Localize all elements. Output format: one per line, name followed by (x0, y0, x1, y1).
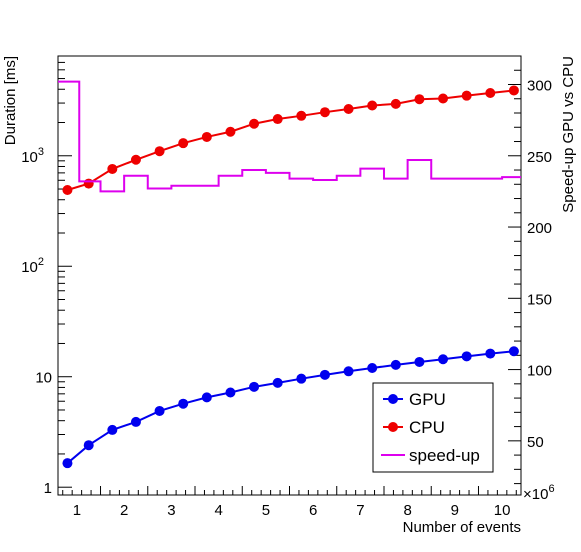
data-point-gpu (201, 392, 212, 403)
y-left-tick-label: 103 (21, 146, 44, 166)
data-point-cpu (272, 114, 283, 125)
y-left-tick-label-base: 10 (21, 149, 38, 166)
y-right-axis-label: Speed-up GPU vs CPU (560, 56, 577, 213)
data-point-cpu (390, 98, 401, 109)
data-point-gpu (319, 369, 330, 380)
data-point-gpu (130, 416, 141, 427)
data-point-gpu (343, 366, 354, 377)
data-point-gpu (178, 398, 189, 409)
y-right-tick-label: 250 (527, 149, 552, 166)
x-axis: 1 2 3 4 5 6 7 8 9 10 (62, 486, 517, 519)
x-tick-label: 9 (451, 502, 459, 519)
data-point-gpu (249, 381, 260, 392)
legend-label-gpu: GPU (409, 390, 446, 409)
data-point-gpu (83, 440, 94, 451)
x-axis-multiplier: ×106 (523, 483, 555, 503)
y-right-tick-label: 100 (527, 363, 552, 380)
legend-marker-cpu (388, 422, 398, 432)
y-right-axis: 50 100 150 200 250 300 (508, 55, 552, 485)
y-left-tick-label: 1 (44, 480, 52, 497)
y-right-tick-label: 50 (527, 434, 544, 451)
data-point-cpu (249, 118, 260, 129)
y-left-tick-label-exp: 2 (38, 256, 44, 268)
data-point-cpu (154, 146, 165, 157)
y-left-tick-label-base: 10 (35, 370, 52, 387)
data-point-cpu (461, 90, 472, 101)
data-point-cpu (296, 110, 307, 121)
y-left-tick-label-base: 1 (44, 480, 52, 497)
x-axis-multiplier-exp: 6 (548, 483, 554, 495)
x-tick-label: 1 (73, 502, 81, 519)
data-point-cpu (178, 138, 189, 149)
y-left-tick-label-base: 10 (21, 259, 38, 276)
y-left-tick-label: 102 (21, 256, 44, 276)
x-tick-label: 10 (494, 502, 511, 519)
data-point-gpu (414, 356, 425, 367)
x-tick-label: 6 (309, 502, 317, 519)
data-point-cpu (485, 87, 496, 98)
data-point-cpu (367, 100, 378, 111)
y-right-tick-label: 200 (527, 220, 552, 237)
x-tick-label: 2 (120, 502, 128, 519)
x-tick-label: 7 (356, 502, 364, 519)
x-axis-multiplier-base: ×10 (523, 486, 548, 503)
data-point-cpu (438, 93, 449, 104)
y-left-axis-label: Duration [ms] (2, 56, 19, 145)
series-line-speed-up (58, 80, 521, 193)
x-tick-label: 8 (403, 502, 411, 519)
data-point-cpu (508, 85, 519, 96)
data-point-cpu (225, 126, 236, 137)
data-point-gpu (508, 346, 519, 357)
data-point-cpu (414, 94, 425, 105)
data-point-cpu (343, 104, 354, 115)
data-point-gpu (107, 424, 118, 435)
data-point-gpu (390, 359, 401, 370)
data-point-gpu (485, 348, 496, 359)
series-layer (58, 80, 521, 469)
data-point-gpu (62, 458, 73, 469)
legend: GPU CPU speed-up (372, 382, 494, 473)
x-axis-label: Number of events (403, 519, 521, 536)
data-point-gpu (438, 354, 449, 365)
data-point-gpu (461, 351, 472, 362)
y-left-tick-label: 10 (35, 370, 52, 387)
data-point-cpu (62, 184, 73, 195)
data-point-cpu (201, 131, 212, 142)
y-right-tick-label: 150 (527, 291, 552, 308)
y-right-tick-label: 300 (527, 78, 552, 95)
data-point-cpu (130, 154, 141, 165)
data-point-gpu (154, 405, 165, 416)
legend-label-speed-up: speed-up (409, 446, 480, 465)
data-point-gpu (367, 362, 378, 373)
y-left-tick-label-exp: 3 (38, 146, 44, 158)
x-tick-label: 5 (262, 502, 270, 519)
data-point-gpu (272, 377, 283, 388)
data-point-cpu (83, 178, 94, 189)
x-tick-label: 3 (167, 502, 175, 519)
legend-marker-gpu (388, 394, 398, 404)
x-tick-label: 4 (214, 502, 222, 519)
legend-label-cpu: CPU (409, 418, 445, 437)
data-point-cpu (319, 107, 330, 118)
data-point-gpu (225, 387, 236, 398)
data-point-cpu (107, 163, 118, 174)
data-point-gpu (296, 373, 307, 384)
